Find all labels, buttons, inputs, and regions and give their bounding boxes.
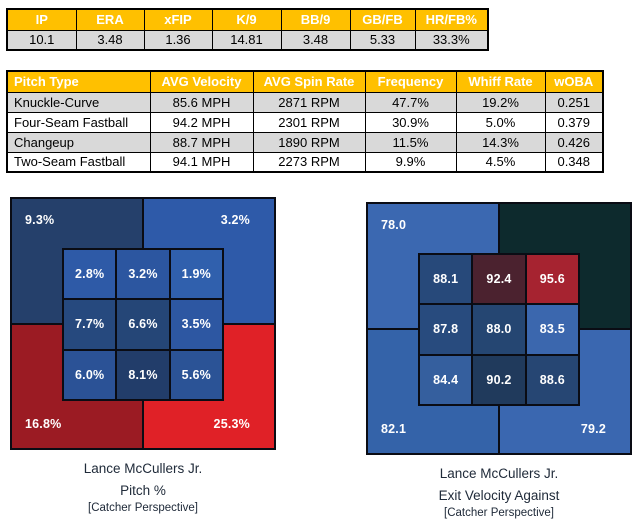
column-header: GB/FB — [349, 8, 416, 31]
data-cell: 94.2 MPH — [149, 111, 254, 133]
pitch-pct-caption: Lance McCullers Jr. Pitch % [Catcher Per… — [10, 461, 276, 514]
data-cell: 47.7% — [364, 91, 457, 113]
data-cell: 2301 RPM — [252, 111, 366, 133]
column-header: Frequency — [364, 70, 457, 93]
data-cell: 3.48 — [75, 29, 145, 51]
strike-zone-cell: 1.9% — [170, 250, 222, 299]
column-header: HR/FB% — [414, 8, 489, 31]
data-cell: 94.1 MPH — [149, 151, 254, 173]
table-row: Changeup 88.7 MPH 1890 RPM 11.5% 14.3% 0.426 — [6, 131, 604, 153]
data-cell: 0.379 — [544, 111, 604, 133]
data-cell: 19.2% — [455, 91, 546, 113]
data-cell: 0.251 — [544, 91, 604, 113]
data-cell: Changeup — [6, 131, 151, 153]
strike-zone-grid: 2.8% 3.2% 1.9% 7.7% 6.6% 3.5% 6.0% 8.1% 5.6% — [62, 248, 224, 401]
column-header: AVG Spin Rate — [252, 70, 366, 93]
data-cell: 5.0% — [455, 111, 546, 133]
strike-zone-cell: 6.6% — [117, 300, 169, 349]
data-cell: 0.348 — [544, 151, 604, 173]
data-cell: 0.426 — [544, 131, 604, 153]
data-cell: 4.5% — [455, 151, 546, 173]
pitch-pct-zone-chart: 9.3% 3.2% 16.8% 25.3% 2.8% 3.2% 1.9% 7.7% 6.6% 3.… — [10, 197, 276, 514]
column-header: BB/9 — [280, 8, 351, 31]
column-header: xFIP — [143, 8, 213, 31]
table-row: 10.1 3.48 1.36 14.81 3.48 5.33 33.3% — [6, 29, 489, 51]
data-cell: 9.9% — [364, 151, 457, 173]
corner-zone-value: 78.0 — [381, 218, 407, 232]
data-cell: 2273 RPM — [252, 151, 366, 173]
metric-label: Exit Velocity Against — [438, 488, 560, 503]
strike-zone-cell: 88.0 — [473, 305, 525, 354]
data-cell: Four-Seam Fastball — [6, 111, 151, 133]
strike-zone-cell: 5.6% — [170, 350, 222, 399]
player-name-label: Lance McCullers Jr. — [83, 461, 203, 476]
pitching-summary-table: IP ERA xFIP K/9 BB/9 GB/FB HR/FB% 10.1 3.48 1.36 1… — [6, 8, 489, 51]
player-name-label: Lance McCullers Jr. — [439, 466, 559, 481]
column-header: ERA — [75, 8, 145, 31]
strike-zone-cell: 8.1% — [117, 350, 169, 399]
data-cell: 1.36 — [143, 29, 213, 51]
table-row: Two-Seam Fastball 94.1 MPH 2273 RPM 9.9% 4.5… — [6, 151, 604, 173]
header-row: Pitch Type AVG Velocity AVG Spin Rate Frequ… — [6, 70, 604, 93]
exit-velocity-zone-heatmap: 78.0 82.1 79.2 88.1 92.4 95.6 87.8 88.0 83.5 84.4… — [366, 202, 632, 455]
strike-zone-cell: 84.4 — [420, 355, 472, 404]
strike-zone-cell: 7.7% — [64, 300, 116, 349]
data-cell: 3.48 — [280, 29, 351, 51]
column-header: Pitch Type — [6, 70, 151, 93]
data-cell: 88.7 MPH — [149, 131, 254, 153]
data-cell: 10.1 — [6, 29, 77, 51]
data-cell: 85.6 MPH — [149, 91, 254, 113]
corner-zone-value: 9.3% — [25, 213, 55, 227]
strike-zone-cell: 95.6 — [526, 255, 578, 304]
data-cell: 30.9% — [364, 111, 457, 133]
data-cell: Two-Seam Fastball — [6, 151, 151, 173]
corner-zone-value: 82.1 — [381, 422, 407, 436]
strike-zone-grid: 88.1 92.4 95.6 87.8 88.0 83.5 84.4 90.2 88.6 — [418, 253, 580, 406]
column-header: Whiff Rate — [455, 70, 546, 93]
header-row: IP ERA xFIP K/9 BB/9 GB/FB HR/FB% — [6, 8, 489, 31]
data-cell: 14.81 — [211, 29, 282, 51]
corner-zone-value: 16.8% — [25, 417, 62, 431]
strike-zone-cell: 83.5 — [526, 305, 578, 354]
column-header: K/9 — [211, 8, 282, 31]
data-cell: 2871 RPM — [252, 91, 366, 113]
pitch-pct-zone-heatmap: 9.3% 3.2% 16.8% 25.3% 2.8% 3.2% 1.9% 7.7% 6.6% 3.… — [10, 197, 276, 450]
pitch-arsenal-table: Pitch Type AVG Velocity AVG Spin Rate Frequ… — [6, 70, 604, 173]
exit-velocity-zone-chart: 78.0 82.1 79.2 88.1 92.4 95.6 87.8 88.0 83.5 84.4… — [366, 202, 632, 519]
perspective-note: [Catcher Perspective] — [88, 502, 198, 514]
exit-velocity-caption: Lance McCullers Jr. Exit Velocity Agains… — [366, 466, 632, 519]
strike-zone-cell: 3.5% — [170, 300, 222, 349]
data-cell: 1890 RPM — [252, 131, 366, 153]
strike-zone-cell: 92.4 — [473, 255, 525, 304]
strike-zone-cell: 87.8 — [420, 305, 472, 354]
table-row: Four-Seam Fastball 94.2 MPH 2301 RPM 30.9% 5… — [6, 111, 604, 133]
data-cell: 11.5% — [364, 131, 457, 153]
column-header: AVG Velocity — [149, 70, 254, 93]
data-cell: 14.3% — [455, 131, 546, 153]
data-cell: Knuckle-Curve — [6, 91, 151, 113]
strike-zone-cell: 88.1 — [420, 255, 472, 304]
perspective-note: [Catcher Perspective] — [444, 507, 554, 519]
strike-zone-cell: 90.2 — [473, 355, 525, 404]
table-row: Knuckle-Curve 85.6 MPH 2871 RPM 47.7% 19.2% 0… — [6, 91, 604, 113]
corner-zone-value: 25.3% — [213, 417, 250, 431]
metric-label: Pitch % — [120, 483, 166, 498]
column-header: wOBA — [544, 70, 604, 93]
corner-zone-value: 79.2 — [580, 422, 606, 436]
strike-zone-cell: 6.0% — [64, 350, 116, 399]
strike-zone-cell: 2.8% — [64, 250, 116, 299]
strike-zone-cell: 88.6 — [526, 355, 578, 404]
strike-zone-cell: 3.2% — [117, 250, 169, 299]
corner-zone-value: 3.2% — [220, 213, 250, 227]
data-cell: 5.33 — [349, 29, 416, 51]
column-header: IP — [6, 8, 77, 31]
data-cell: 33.3% — [414, 29, 489, 51]
